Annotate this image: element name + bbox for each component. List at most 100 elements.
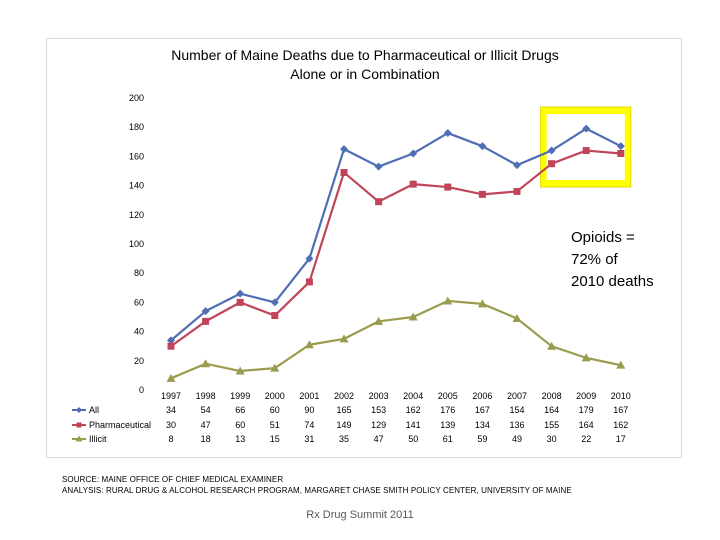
- data-point-all: [547, 146, 556, 155]
- data-label: 155: [544, 420, 559, 430]
- x-tick-label: 2005: [438, 391, 458, 401]
- data-point-all: [513, 161, 521, 170]
- y-tick-label: 200: [129, 93, 144, 103]
- data-label: 47: [374, 434, 384, 444]
- data-point-illicit: [616, 360, 626, 369]
- data-point-pharmaceutical: [340, 168, 348, 176]
- data-point-all: [443, 129, 452, 138]
- highlight-layer: [540, 106, 632, 188]
- y-tick-label: 100: [129, 239, 144, 249]
- data-point-pharmaceutical: [271, 312, 279, 320]
- data-point-illicit: [201, 359, 211, 368]
- y-tick-label: 80: [134, 268, 144, 278]
- data-point-illicit: [166, 373, 176, 382]
- data-point-pharmaceutical: [617, 149, 625, 157]
- data-point-pharmaceutical: [236, 298, 244, 306]
- x-tick-label: 1998: [196, 391, 216, 401]
- data-label: 17: [616, 434, 626, 444]
- source-line-1: SOURCE: MAINE OFFICE OF CHIEF MEDICAL EX…: [62, 475, 284, 484]
- y-tick-label: 120: [129, 210, 144, 220]
- data-point-all: [409, 149, 418, 158]
- data-label: 59: [477, 434, 487, 444]
- chart-title-line-1: Number of Maine Deaths due to Pharmaceut…: [171, 47, 559, 63]
- series-line-all: [170, 127, 622, 342]
- data-point-illicit: [304, 340, 314, 349]
- x-tick-label: 1997: [161, 391, 181, 401]
- legend-label-illicit: Illicit: [89, 434, 107, 444]
- data-point-all: [374, 162, 383, 171]
- data-label: 13: [235, 434, 245, 444]
- data-point-illicit: [408, 312, 418, 321]
- data-label: 60: [270, 405, 280, 415]
- data-label: 47: [201, 420, 211, 430]
- y-tick-label: 140: [129, 181, 144, 191]
- legend-marker-all: [76, 407, 82, 413]
- data-label: 50: [408, 434, 418, 444]
- data-label: 74: [304, 420, 314, 430]
- data-point-all: [305, 254, 314, 263]
- data-label: 179: [579, 405, 594, 415]
- data-label: 167: [475, 405, 490, 415]
- x-tick-label: 2010: [611, 391, 631, 401]
- y-tick-label: 0: [139, 385, 144, 395]
- footer-text: Rx Drug Summit 2011: [306, 509, 414, 521]
- data-label: 18: [201, 434, 211, 444]
- data-point-pharmaceutical: [375, 198, 383, 206]
- data-point-illicit: [581, 353, 591, 362]
- data-label: 66: [235, 405, 245, 415]
- x-tick-label: 2002: [334, 391, 354, 401]
- data-point-illicit: [547, 341, 557, 350]
- annotation-line: Opioids =: [571, 229, 635, 246]
- data-point-illicit: [270, 363, 280, 372]
- legend-label-pharmaceutical: Pharmaceutical: [89, 420, 151, 430]
- annotation-line: 72% of: [571, 251, 619, 268]
- data-point-pharmaceutical: [582, 147, 590, 155]
- data-point-all: [236, 289, 245, 298]
- data-point-all: [478, 142, 487, 151]
- y-tick-label: 60: [134, 297, 144, 307]
- data-label: 35: [339, 434, 349, 444]
- data-label: 134: [475, 420, 490, 430]
- x-tick-label: 2000: [265, 391, 285, 401]
- data-table: 1997 1998 1999 2000 2001 2002 2003 2004 2005 2006…: [72, 391, 631, 444]
- y-tick-label: 40: [134, 327, 144, 337]
- data-label: 34: [166, 405, 176, 415]
- data-point-all: [340, 145, 348, 154]
- data-label: 162: [613, 420, 628, 430]
- data-point-illicit: [443, 296, 453, 305]
- data-label: 51: [270, 420, 280, 430]
- annotation-line: 2010 deaths: [571, 273, 654, 290]
- data-label: 22: [581, 434, 591, 444]
- data-point-illicit: [512, 313, 522, 322]
- series-line-illicit: [170, 299, 622, 380]
- data-point-pharmaceutical: [305, 278, 313, 286]
- series-layer: [166, 124, 626, 382]
- line-chart: Number of Maine Deaths due to Pharmaceut…: [72, 47, 654, 444]
- x-tick-label: 2004: [403, 391, 423, 401]
- data-label: 129: [371, 420, 386, 430]
- source-line-2: ANALYSIS: RURAL DRUG & ALCOHOL RESEARCH …: [62, 486, 572, 495]
- x-tick-label: 2003: [369, 391, 389, 401]
- data-label: 167: [613, 405, 628, 415]
- legend-label-all: All: [89, 405, 99, 415]
- data-point-pharmaceutical: [202, 317, 210, 325]
- source-note: SOURCE: MAINE OFFICE OF CHIEF MEDICAL EX…: [62, 474, 572, 496]
- data-point-all: [167, 336, 175, 345]
- data-point-illicit: [339, 334, 349, 343]
- data-label: 31: [304, 434, 314, 444]
- data-point-pharmaceutical: [167, 342, 175, 350]
- data-point-all: [270, 298, 279, 307]
- data-label: 176: [440, 405, 455, 415]
- y-tick-label: 160: [129, 151, 144, 161]
- data-label: 90: [304, 405, 314, 415]
- data-label: 139: [440, 420, 455, 430]
- data-label: 61: [443, 434, 453, 444]
- data-label: 30: [166, 420, 176, 430]
- data-label: 164: [544, 405, 559, 415]
- data-label: 149: [336, 420, 351, 430]
- data-label: 165: [336, 405, 351, 415]
- data-point-illicit: [235, 366, 245, 375]
- data-label: 15: [270, 434, 280, 444]
- data-point-pharmaceutical: [548, 160, 556, 168]
- y-tick-label: 180: [129, 122, 144, 132]
